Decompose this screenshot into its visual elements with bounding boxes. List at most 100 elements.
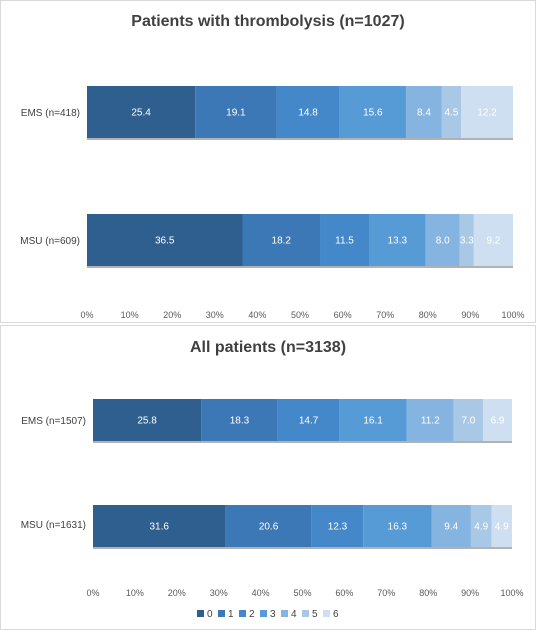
panel-all-patients-border: [0, 325, 536, 630]
bar-segment-msu-n-609-score-2: [320, 214, 370, 266]
bar-segment-msu-n-1631-score-4: [431, 505, 471, 547]
legend-label-6: 6: [333, 609, 339, 620]
bar-segment-ems-n-418-score-1: [195, 86, 277, 138]
x-tick-label-0: 0%: [80, 310, 93, 320]
bar-segment-msu-n-1631-score-3: [363, 505, 432, 547]
panel-thrombolysis-border: [0, 0, 536, 323]
x-tick-label-4: 40%: [252, 588, 270, 598]
bar-segment-msu-n-609-score-6: [473, 214, 513, 266]
bar-segment-msu-n-1631-score-6: [491, 505, 512, 547]
bar-segment-msu-n-1631-score-5: [470, 505, 492, 547]
x-tick-label-6: 60%: [334, 310, 352, 320]
x-tick-label-3: 30%: [210, 588, 228, 598]
bar-segment-ems-n-1507-score-4: [406, 399, 454, 441]
data-label-msu-n-609-score-2: 11.5: [335, 236, 354, 247]
category-label-msu-1631: MSU (n=1631): [21, 520, 86, 531]
bar-segment-ems-n-418-score-5: [441, 86, 462, 138]
bar-shadow-ems-n-1507: [93, 441, 512, 443]
bar-segment-ems-n-418-score-6: [461, 86, 513, 138]
bar-segment-msu-n-609-score-4: [425, 214, 460, 266]
data-label-ems-n-1507-score-3: 16.1: [363, 416, 383, 427]
x-tick-label-7: 70%: [377, 588, 395, 598]
bar-segment-ems-n-418-score-4: [406, 86, 442, 138]
bar-segment-msu-n-1631-score-2: [311, 505, 364, 547]
panel-all-patients: All patients (n=3138) EMS (n=1507) MSU (…: [0, 325, 536, 630]
panel-thrombolysis-x-axis: 0% 10% 20% 30% 40% 50% 60% 70% 80% 90% 100%: [80, 310, 524, 320]
panel-all-patients-x-axis: 0% 10% 20% 30% 40% 50% 60% 70% 80% 90% 100%: [86, 588, 523, 598]
bar-segment-msu-n-609-score-0: [87, 214, 243, 266]
data-label-ems-n-418-score-1: 19.1: [226, 108, 246, 119]
panel-thrombolysis-bars: 25.4 19.1 14.8 15.6 8.4 4.5 12.2 36.5 18.2 11.5 13…: [87, 86, 513, 268]
legend-swatch-5: [302, 610, 309, 617]
bar-shadow-msu-n-1631: [93, 547, 512, 549]
x-tick-label-5: 50%: [291, 310, 309, 320]
data-label-msu-n-1631-score-0: 31.6: [149, 522, 169, 533]
legend-swatch-1: [218, 610, 225, 617]
data-label-ems-n-1507-score-0: 25.8: [137, 416, 157, 427]
data-label-ems-n-418-score-3: 15.6: [363, 108, 383, 119]
legend-label-0: 0: [207, 609, 213, 620]
x-tick-label-6: 60%: [335, 588, 353, 598]
bar-segment-ems-n-418-score-0: [87, 86, 196, 138]
x-tick-label-9: 90%: [461, 588, 479, 598]
legend-swatch-2: [239, 610, 246, 617]
legend-label-3: 3: [270, 609, 276, 620]
legend: 0 1 2 3 4 5 6: [197, 609, 339, 620]
x-tick-label-8: 80%: [419, 588, 437, 598]
x-tick-label-10: 100%: [501, 310, 524, 320]
panel-all-patients-bars: 25.8 18.3 14.7 16.1 11.2 7.0 6.9 31.6 20.6 12.3 16…: [93, 399, 512, 549]
bar-segment-msu-n-609-score-1: [242, 214, 321, 266]
data-label-ems-n-418-score-2: 14.8: [298, 108, 318, 119]
bar-segment-msu-n-609-score-3: [369, 214, 426, 266]
x-tick-label-0: 0%: [86, 588, 99, 598]
data-label-msu-n-1631-score-2: 12.3: [328, 522, 348, 533]
data-label-msu-n-609-score-6: 9.2: [486, 236, 500, 247]
bar-segment-ems-n-1507-score-6: [483, 399, 512, 441]
legend-label-1: 1: [228, 609, 234, 620]
x-tick-label-7: 70%: [376, 310, 394, 320]
data-label-msu-n-1631-score-4: 9.4: [444, 522, 458, 533]
bar-segment-ems-n-1507-score-2: [277, 399, 340, 441]
data-label-ems-n-418-score-5: 4.5: [444, 108, 458, 119]
legend-label-4: 4: [291, 609, 297, 620]
data-label-msu-n-609-score-5: 3.3: [460, 236, 474, 247]
x-tick-label-3: 30%: [206, 310, 224, 320]
data-label-ems-n-418-score-6: 12.2: [477, 108, 497, 119]
legend-swatch-0: [197, 610, 204, 617]
data-label-msu-n-1631-score-1: 20.6: [259, 522, 279, 533]
category-label-ems-1507: EMS (n=1507): [21, 416, 86, 427]
bar-segment-ems-n-418-score-3: [339, 86, 407, 138]
data-label-ems-n-418-score-4: 8.4: [417, 108, 431, 119]
bar-segment-ems-n-1507-score-1: [201, 399, 278, 441]
data-label-ems-n-1507-score-2: 14.7: [299, 416, 319, 427]
panel-all-patients-title: All patients (n=3138): [190, 339, 346, 356]
legend-swatch-6: [323, 610, 330, 617]
legend-label-5: 5: [312, 609, 318, 620]
data-label-ems-n-1507-score-1: 18.3: [230, 416, 250, 427]
category-label-msu-609: MSU (n=609): [20, 236, 80, 247]
x-tick-label-5: 50%: [293, 588, 311, 598]
data-label-ems-n-418-score-0: 25.4: [131, 108, 151, 119]
x-tick-label-1: 10%: [126, 588, 144, 598]
data-label-msu-n-1631-score-3: 16.3: [388, 522, 408, 533]
x-tick-label-8: 80%: [419, 310, 437, 320]
bar-shadow-ems-n-418: [87, 138, 513, 140]
data-label-msu-n-609-score-4: 8.0: [436, 236, 450, 247]
x-tick-label-9: 90%: [461, 310, 479, 320]
bar-segment-msu-n-1631-score-0: [93, 505, 226, 547]
data-label-msu-n-1631-score-6: 4.9: [495, 522, 509, 533]
bar-segment-ems-n-1507-score-3: [339, 399, 407, 441]
bar-segment-msu-n-1631-score-1: [225, 505, 312, 547]
x-tick-label-10: 100%: [500, 588, 523, 598]
panel-thrombolysis-title: Patients with thrombolysis (n=1027): [131, 13, 404, 30]
x-tick-label-4: 40%: [248, 310, 266, 320]
panel-thrombolysis: Patients with thrombolysis (n=1027) EMS …: [0, 0, 536, 323]
bar-segment-msu-n-609-score-5: [459, 214, 474, 266]
bar-segment-ems-n-1507-score-0: [93, 399, 202, 441]
legend-swatch-3: [260, 610, 267, 617]
x-tick-label-1: 10%: [121, 310, 139, 320]
bar-segment-ems-n-418-score-2: [276, 86, 340, 138]
legend-swatch-4: [281, 610, 288, 617]
x-tick-label-2: 20%: [168, 588, 186, 598]
